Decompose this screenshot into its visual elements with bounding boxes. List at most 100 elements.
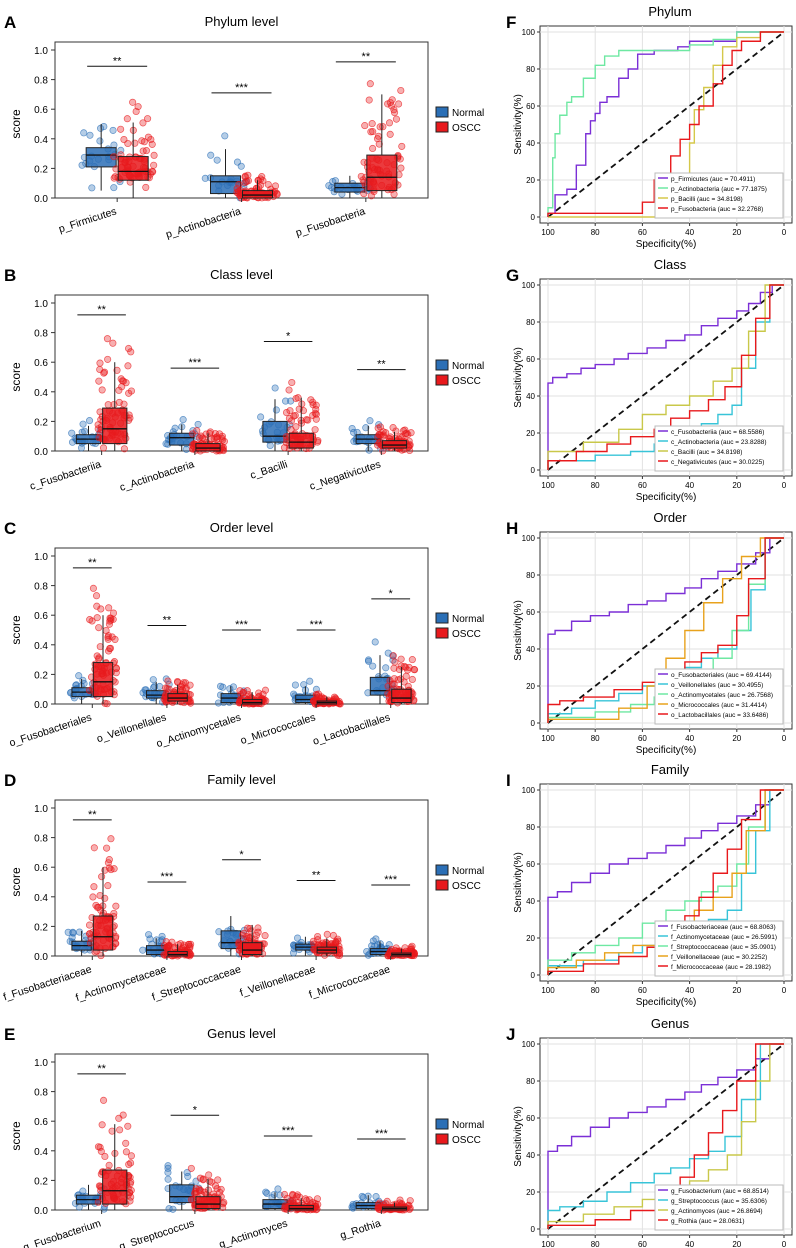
x-tick-label: 60: [638, 734, 647, 743]
scatter-point-normal: [146, 935, 154, 943]
scatter-point-normal: [151, 682, 159, 690]
scatter-point-oscc: [303, 416, 311, 424]
legend-label: OSCC: [452, 881, 481, 892]
legend: f_Fusobacteriaceae (auc = 68.8063) f_Acti…: [654, 920, 784, 977]
legend: p_Firmicutes (auc = 70.4911) p_Actinobact…: [654, 172, 784, 219]
legend: Normal OSCC: [435, 864, 484, 892]
scatter-point-normal: [221, 132, 229, 140]
scatter-point-oscc: [313, 1195, 321, 1203]
y-tick-label: 0.6: [34, 863, 48, 874]
scatter-point-oscc: [148, 167, 156, 176]
scatter-point-oscc: [392, 427, 400, 435]
scatter-point-oscc: [285, 386, 293, 394]
scatter-point-normal: [75, 672, 83, 680]
legend-label: o_Fusobacteriales (auc = 69.4144): [671, 672, 772, 679]
scatter-point-oscc: [375, 140, 383, 148]
legend-label: OSCC: [452, 123, 481, 134]
y-axis-label: score: [9, 867, 23, 897]
scatter-point-oscc: [117, 125, 125, 133]
legend-label: Normal: [452, 108, 484, 119]
y-tick-label: 80: [526, 823, 535, 832]
scatter-point-oscc: [187, 1164, 195, 1172]
scatter-point-oscc: [95, 654, 103, 662]
x-tick-label: 100: [541, 1240, 555, 1248]
y-tick-label: 1.0: [34, 1058, 48, 1069]
x-tick-label: c_Actinobacteria: [118, 458, 196, 493]
scatter-point-oscc: [389, 652, 397, 660]
box-oscc: [391, 688, 412, 704]
legend-label: f_Fusobacteriaceae (auc = 68.8063): [671, 924, 776, 931]
box-normal: [85, 147, 117, 168]
panel-label: I: [506, 771, 511, 790]
legend-swatch: [435, 612, 449, 624]
y-tick-label: 100: [522, 281, 536, 290]
scatter-point-normal: [179, 416, 187, 424]
panel-title: Class: [654, 257, 687, 272]
scatter-point-oscc: [104, 859, 112, 867]
scatter-point-oscc: [104, 355, 112, 363]
scatter-point-normal: [382, 664, 390, 672]
scatter-point-normal: [306, 677, 314, 685]
scatter-point-oscc: [108, 633, 116, 641]
scatter-point-oscc: [104, 882, 112, 890]
x-tick-label: 100: [541, 481, 555, 490]
x-tick-label: o_Fusobacteriales: [8, 711, 93, 749]
scatter-point-normal: [207, 151, 215, 159]
scatter-point-oscc: [303, 1196, 311, 1204]
scatter-point-normal: [372, 935, 380, 943]
y-tick-label: 20: [526, 682, 535, 691]
significance-label: ***: [235, 619, 249, 631]
y-tick-label: 40: [526, 897, 535, 906]
scatter-point-oscc: [312, 410, 320, 418]
scatter-point-oscc: [294, 394, 302, 402]
scatter-point-oscc: [329, 931, 338, 940]
scatter-point-oscc: [150, 161, 158, 169]
scatter-point-oscc: [98, 386, 106, 394]
scatter-point-oscc: [105, 864, 114, 872]
y-tick-label: 60: [526, 608, 535, 617]
y-tick-label: 20: [526, 176, 535, 185]
scatter-point-oscc: [390, 106, 398, 114]
scatter-point-oscc: [386, 433, 395, 441]
x-tick-label: 40: [685, 481, 694, 490]
scatter-point-normal: [145, 931, 153, 939]
scatter-point-oscc: [116, 1126, 124, 1134]
legend-swatch: [435, 359, 449, 371]
scatter-point-oscc: [255, 692, 263, 700]
scatter-point-normal: [88, 184, 96, 192]
scatter-point-oscc: [386, 130, 394, 138]
legend-label: g_Rothia (auc = 28.0631): [671, 1218, 745, 1225]
scatter-point-oscc: [106, 645, 114, 653]
scatter-point-oscc: [89, 584, 97, 592]
legend: Normal OSCC: [435, 1118, 484, 1146]
panel-title: Family: [651, 762, 690, 777]
box-oscc: [288, 432, 314, 449]
scatter-point-oscc: [93, 903, 101, 911]
x-tick-label: g_Rothia: [339, 1217, 383, 1241]
y-tick-label: 80: [526, 1077, 535, 1086]
scatter-point-oscc: [283, 409, 291, 417]
scatter-point-oscc: [218, 432, 226, 440]
y-tick-label: 0.4: [34, 893, 48, 904]
box-oscc: [92, 662, 114, 698]
scatter-point-normal: [369, 662, 377, 670]
legend-swatch: [435, 374, 449, 386]
scatter-point-oscc: [391, 658, 399, 666]
y-tick-label: 60: [526, 860, 535, 869]
scatter-point-oscc: [164, 677, 172, 685]
panel-label: J: [506, 1025, 515, 1044]
y-axis-label: score: [9, 362, 23, 392]
scatter-point-oscc: [181, 679, 190, 687]
scatter-point-oscc: [103, 844, 111, 852]
scatter-point-normal: [213, 156, 221, 164]
y-tick-label: 0.6: [34, 611, 48, 622]
scatter-point-oscc: [281, 1190, 289, 1199]
y-tick-label: 20: [526, 1188, 535, 1197]
scatter-point-oscc: [112, 902, 120, 910]
legend-label: g_Actinomyces (auc = 26.8694): [671, 1208, 763, 1215]
scatter-point-oscc: [243, 687, 251, 695]
significance-label: ***: [310, 619, 324, 631]
x-tick-label: 80: [591, 1240, 600, 1248]
scatter-point-normal: [79, 420, 87, 428]
scatter-point-oscc: [241, 173, 249, 181]
